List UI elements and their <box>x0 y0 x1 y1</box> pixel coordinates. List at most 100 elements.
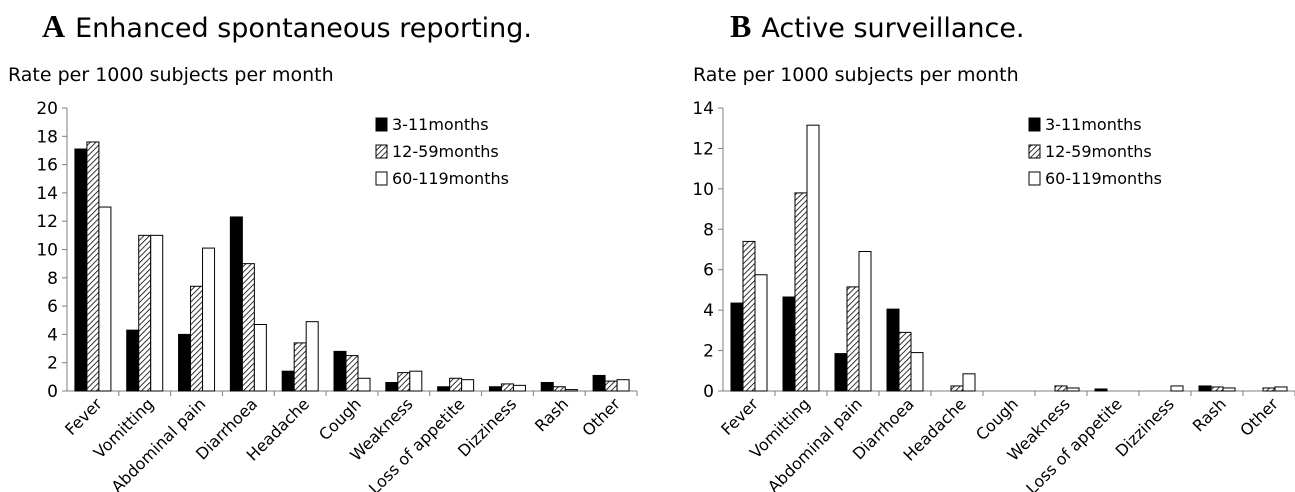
panel-a-y-axis-label: Rate per 1000 subjects per month <box>8 64 334 86</box>
bar-vomitting-60-119months <box>150 234 164 392</box>
y-tick-label: 16 <box>36 156 58 176</box>
bar-headache-3-11months <box>281 370 295 392</box>
legend-swatch-3-11months <box>1028 117 1041 132</box>
y-tick-label: 12 <box>692 139 714 159</box>
legend-label-12-59months: 12-59months <box>1045 142 1152 161</box>
x-tick-label-rash: Rash <box>531 394 572 435</box>
panel-b-letter: B <box>730 8 752 44</box>
bar-other-60-119months <box>1274 386 1288 392</box>
y-tick-label: 8 <box>47 269 58 289</box>
x-tick-label-cough: Cough <box>972 394 1022 444</box>
bar-rash-60-119months <box>1222 387 1236 392</box>
bar-diarrhoea-12-59months <box>241 263 255 392</box>
panel-b-title: B Active surveillance. <box>730 8 1025 45</box>
x-tick-label-abdominal-pain: Abdominal pain <box>107 394 209 492</box>
legend-swatch-12-59months <box>375 144 388 159</box>
legend-swatch-60-119months <box>1028 171 1041 186</box>
legend-label-3-11months: 3-11months <box>392 115 489 134</box>
bar-loss-of-appetite-3-11months <box>437 386 451 392</box>
x-tick-label-fever: Fever <box>61 394 106 439</box>
bar-other-12-59months <box>1262 387 1276 392</box>
bar-cough-12-59months <box>345 355 359 392</box>
bar-weakness-60-119months <box>409 370 423 392</box>
bar-weakness-60-119months <box>1066 387 1080 392</box>
bar-vomitting-60-119months <box>806 124 820 392</box>
bar-rash-12-59months <box>552 386 566 392</box>
y-tick-label: 14 <box>692 99 714 119</box>
bar-headache-12-59months <box>293 342 307 392</box>
legend-label-60-119months: 60-119months <box>1045 169 1162 188</box>
x-tick-label-cough: Cough <box>315 394 365 444</box>
bar-headache-60-119months <box>962 373 976 392</box>
bar-abdominal-pain-3-11months <box>178 333 192 392</box>
bar-weakness-12-59months <box>397 372 411 392</box>
bar-fever-3-11months <box>74 148 88 392</box>
y-tick-label: 6 <box>47 297 58 317</box>
x-tick-label-fever: Fever <box>717 394 762 439</box>
bar-fever-3-11months <box>730 302 744 392</box>
bar-diarrhoea-12-59months <box>898 331 912 392</box>
bar-other-3-11months <box>592 374 606 392</box>
bar-diarrhoea-60-119months <box>910 352 924 392</box>
panel-a: A Enhanced spontaneous reporting. Rate pe… <box>8 8 638 492</box>
bar-loss-of-appetite-3-11months <box>1094 388 1108 392</box>
y-tick-label: 4 <box>703 301 714 321</box>
bar-fever-12-59months <box>742 240 756 392</box>
legend-label-60-119months: 60-119months <box>392 169 509 188</box>
bar-weakness-12-59months <box>1054 385 1068 392</box>
bar-other-12-59months <box>604 380 618 392</box>
y-tick-label: 14 <box>36 184 58 204</box>
legend-swatch-60-119months <box>375 171 388 186</box>
y-tick-label: 0 <box>703 382 714 402</box>
bar-dizziness-3-11months <box>488 386 502 392</box>
y-tick-label: 4 <box>47 325 58 345</box>
x-tick-label-abdominal-pain: Abdominal pain <box>764 394 866 492</box>
bar-vomitting-12-59months <box>794 192 808 392</box>
bar-diarrhoea-60-119months <box>253 323 267 392</box>
bar-vomitting-3-11months <box>126 329 140 392</box>
bar-dizziness-60-119months <box>512 384 526 392</box>
panel-b: B Active surveillance. Rate per 1000 subj… <box>650 0 1295 492</box>
bar-diarrhoea-3-11months <box>886 308 900 392</box>
y-tick-label: 2 <box>703 342 714 362</box>
panel-b-title-text: Active surveillance. <box>761 13 1025 44</box>
y-tick-label: 12 <box>36 212 58 232</box>
bar-headache-60-119months <box>305 321 319 392</box>
panel-b-y-axis-label: Rate per 1000 subjects per month <box>693 64 1019 86</box>
bar-fever-60-119months <box>98 206 112 392</box>
bar-diarrhoea-3-11months <box>229 216 243 392</box>
panel-a-title-text: Enhanced spontaneous reporting. <box>75 13 532 44</box>
bar-abdominal-pain-60-119months <box>202 247 216 392</box>
bar-weakness-3-11months <box>385 382 399 392</box>
bar-dizziness-60-119months <box>1170 385 1184 392</box>
bar-other-60-119months <box>616 379 630 392</box>
legend-label-12-59months: 12-59months <box>392 142 499 161</box>
bar-abdominal-pain-60-119months <box>858 251 872 392</box>
y-tick-label: 10 <box>36 241 58 261</box>
bar-rash-12-59months <box>1210 386 1224 392</box>
bar-loss-of-appetite-12-59months <box>449 377 463 392</box>
y-tick-label: 8 <box>703 220 714 240</box>
bar-abdominal-pain-3-11months <box>834 353 848 392</box>
y-tick-label: 2 <box>47 354 58 374</box>
bar-rash-60-119months <box>564 389 578 392</box>
bar-loss-of-appetite-60-119months <box>461 379 475 392</box>
bar-headache-12-59months <box>950 385 964 392</box>
bar-abdominal-pain-12-59months <box>846 286 860 392</box>
y-tick-label: 6 <box>703 261 714 281</box>
x-tick-label-rash: Rash <box>1189 394 1230 435</box>
x-tick-label-other: Other <box>578 394 624 440</box>
bar-rash-3-11months <box>540 382 554 392</box>
bar-vomitting-3-11months <box>782 296 796 392</box>
bar-rash-3-11months <box>1198 385 1212 392</box>
y-tick-label: 18 <box>36 127 58 147</box>
bar-vomitting-12-59months <box>138 234 152 392</box>
bar-fever-12-59months <box>86 141 100 392</box>
bar-cough-3-11months <box>333 350 347 392</box>
bar-fever-60-119months <box>754 274 768 392</box>
bar-abdominal-pain-12-59months <box>190 285 204 392</box>
y-tick-label: 10 <box>692 180 714 200</box>
panel-a-letter: A <box>42 8 66 44</box>
panel-a-title: A Enhanced spontaneous reporting. <box>42 8 532 45</box>
